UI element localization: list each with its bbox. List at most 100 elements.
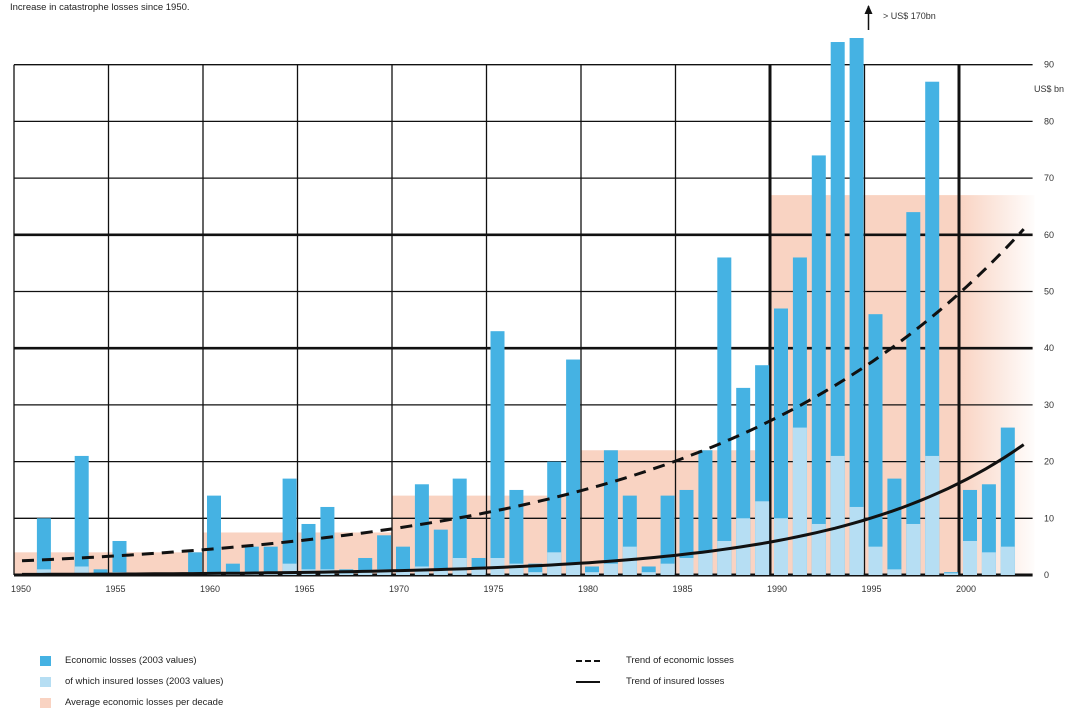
annotation: > US$ 170bn [864, 5, 936, 30]
bar-economic-1986 [698, 450, 713, 575]
trend-insured-line [22, 443, 1025, 576]
decade-swatch [40, 697, 51, 708]
bar-insured-1987 [717, 540, 732, 575]
bar-insured-1967 [339, 573, 354, 575]
y-tick-label: 80 [1044, 116, 1054, 126]
bar-economic-1983 [641, 566, 656, 575]
bar-economic-1960 [207, 495, 221, 575]
bar-economic-1972 [433, 529, 448, 575]
bar-insured-1976 [509, 563, 524, 575]
trend-economic-line [21, 228, 1025, 563]
y-tick-label: 60 [1044, 230, 1054, 240]
bar-insured-1994 [849, 506, 864, 575]
x-tick-label: 1995 [862, 584, 882, 594]
overflow-annotation: > US$ 170bn [883, 11, 936, 21]
bar-insured-1997 [906, 523, 921, 575]
bar-insured-2000 [963, 540, 977, 575]
x-tick-label: 2000 [956, 584, 976, 594]
y-tick-label: 20 [1044, 457, 1054, 467]
bar-economic-1977 [528, 563, 543, 575]
trend-lines [21, 228, 1025, 576]
bar-insured-1972 [433, 569, 448, 575]
x-tick-label: 1975 [484, 584, 504, 594]
bar-economic-1975 [490, 331, 505, 575]
x-tick-label: 1980 [578, 584, 598, 594]
bar-economic-1984 [660, 495, 675, 575]
bar-economic-1971 [414, 484, 429, 575]
y-axis-label: US$ bn [1034, 84, 1064, 94]
bar-economic-1962 [244, 546, 259, 575]
y-tick-label: 70 [1044, 173, 1054, 183]
x-tick-label: 1950 [11, 584, 31, 594]
bar-insured-1992 [811, 523, 826, 575]
y-tick-label: 0 [1044, 570, 1049, 580]
legend-label-decade: Average economic losses per decade [65, 697, 224, 708]
bar-economic-1995 [868, 314, 883, 575]
legend-label-insured: of which insured losses (2003 values) [65, 676, 224, 687]
bar-insured-1996 [887, 569, 902, 575]
bar-economic-1955 [112, 540, 127, 575]
bar-insured-1964 [282, 563, 297, 575]
bar-insured-1953 [74, 566, 89, 575]
bar-insured-1990 [774, 518, 788, 575]
overflow-arrow-head [864, 5, 873, 14]
bar-economic-1998 [925, 81, 940, 576]
bar-economic-1973 [452, 478, 467, 575]
bar-economic-1993 [830, 42, 845, 575]
bar-economic-1969 [377, 535, 392, 575]
bar-insured-1983 [641, 572, 656, 575]
bar-economic-2002 [1000, 427, 1015, 575]
insured-swatch [40, 676, 51, 687]
y-tick-label: 50 [1044, 287, 1054, 297]
dashed-line-swatch [576, 659, 600, 662]
bar-economic-1994 [849, 38, 864, 575]
bar-insured-1980 [585, 572, 599, 575]
bar-economic-1965 [301, 523, 316, 575]
bar-insured-2002 [1000, 546, 1015, 575]
tick-labels: 1950 1955 1960 1965 1970 1975 1980 1985 1990 1995… [11, 60, 1054, 594]
solid-line-swatch [576, 680, 600, 683]
x-tick-label: 1960 [200, 584, 220, 594]
bar-insured-1977 [528, 572, 543, 575]
bar-economic-1997 [906, 212, 921, 575]
bar-economic-1961 [225, 563, 240, 575]
bar-economic-1981 [603, 450, 618, 575]
legend-item-decade: Average economic losses per decade [40, 697, 223, 708]
bar-economic-1964 [282, 478, 297, 575]
bar-insured-2001 [981, 552, 996, 575]
x-tick-label: 1955 [106, 584, 126, 594]
bar-insured-1968 [358, 572, 373, 575]
bar-insured-1974 [471, 569, 486, 575]
bar-economic-1970 [396, 546, 410, 575]
bar-economic-1992 [811, 155, 826, 576]
y-tick-label: 90 [1044, 60, 1054, 70]
economic-swatch [40, 655, 51, 666]
legend-label-trend-economic: Trend of economic losses [626, 655, 734, 666]
legend-item-insured: of which insured losses (2003 values) [40, 676, 223, 687]
bar-insured-1970 [396, 569, 410, 575]
bar-insured-1973 [452, 557, 467, 575]
bar-insured-1984 [660, 563, 675, 575]
y-tick-label: 40 [1044, 343, 1054, 353]
bar-insured-1986 [698, 552, 713, 575]
bar-economic-1959 [188, 552, 203, 575]
bar-economic-1978 [547, 461, 562, 575]
bar-economic-1951 [36, 518, 51, 575]
bar-economic-1996 [887, 478, 902, 575]
bar-insured-1989 [755, 501, 770, 575]
legend-item-trend-economic: Trend of economic losses [576, 655, 734, 666]
bar-insured-1951 [36, 569, 51, 575]
bar-economic-1976 [509, 489, 524, 575]
bar-economic-1987 [717, 257, 732, 575]
chart: Increase in catastrophe losses since 195… [10, 2, 1064, 594]
bar-insured-1993 [830, 455, 845, 575]
y-tick-label: 30 [1044, 400, 1054, 410]
bar-insured-1998 [925, 455, 940, 575]
bar-insured-1995 [868, 546, 883, 575]
bar-economic-1980 [585, 566, 599, 575]
x-tick-label: 1965 [295, 584, 315, 594]
bar-economic-1990 [774, 308, 788, 575]
bar-economic-1953 [74, 455, 89, 575]
bar-economic-1966 [320, 506, 335, 575]
x-tick-label: 1985 [673, 584, 693, 594]
